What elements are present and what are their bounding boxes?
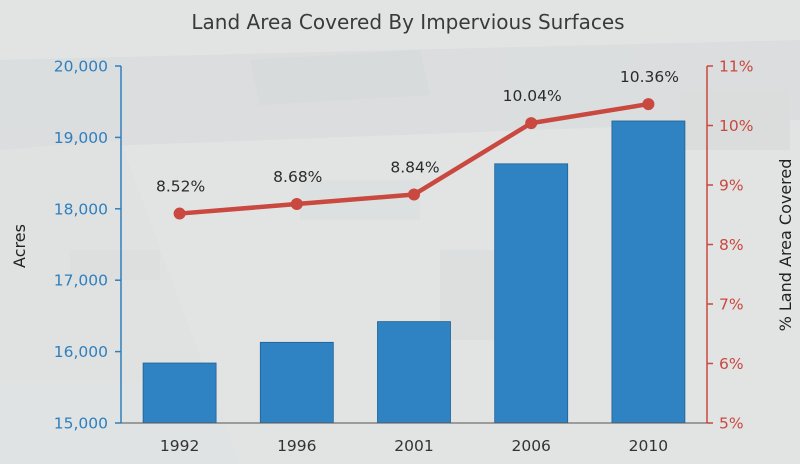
x-tick-label: 1996 — [277, 437, 316, 455]
line-data-label: 10.36% — [620, 68, 679, 86]
bar-2006 — [494, 163, 569, 424]
y2-axis-label: % Land Area Covered — [776, 159, 795, 332]
x-tick-label: 2010 — [629, 437, 668, 455]
left-tick-label: 17,000 — [54, 272, 108, 290]
right-tick-label: 6% — [719, 355, 744, 373]
right-tick-label: 7% — [719, 296, 744, 314]
right-axis-ticks: 5% 6% 7% 8% 9% 10% 11% — [707, 58, 753, 433]
x-tick-label: 2001 — [394, 437, 433, 455]
left-axis-ticks: 15,000 16,000 17,000 18,000 19,000 20,000 — [54, 58, 121, 433]
line-data-label: 8.68% — [273, 168, 322, 186]
right-tick-label: 10% — [719, 117, 753, 135]
line-point-1996 — [290, 198, 303, 211]
y-axis-label: Acres — [10, 224, 29, 268]
chart-title: Land Area Covered By Impervious Surfaces — [191, 10, 624, 34]
line-point-2001 — [408, 188, 420, 201]
right-tick-label: 8% — [719, 236, 744, 254]
line-series: 8.52% 8.68% 8.84% 10.04% 10.36% — [156, 68, 679, 220]
x-tick-label: 2006 — [511, 437, 550, 455]
left-tick-label: 15,000 — [54, 415, 108, 433]
left-tick-label: 16,000 — [54, 343, 108, 361]
line-data-label: 8.52% — [156, 178, 205, 196]
bar-2010 — [611, 120, 686, 424]
left-tick-label: 18,000 — [54, 200, 108, 218]
line-point-1992 — [173, 207, 186, 220]
left-tick-label: 19,000 — [54, 129, 108, 147]
line-data-label: 10.04% — [503, 87, 562, 105]
line-data-label: 8.84% — [390, 159, 439, 177]
right-tick-label: 11% — [719, 58, 753, 76]
right-tick-label: 5% — [719, 415, 744, 433]
x-axis-ticks: 1992 1996 2001 2006 2010 — [160, 437, 668, 455]
bar-1996 — [259, 341, 334, 424]
line-point-2010 — [642, 98, 655, 111]
line-point-2006 — [525, 117, 538, 130]
bar-series — [142, 120, 686, 424]
x-tick-label: 1992 — [160, 437, 199, 455]
left-tick-label: 20,000 — [54, 58, 108, 76]
bar-2001 — [377, 321, 451, 424]
right-tick-label: 9% — [719, 177, 744, 195]
bar-1992 — [142, 362, 217, 424]
